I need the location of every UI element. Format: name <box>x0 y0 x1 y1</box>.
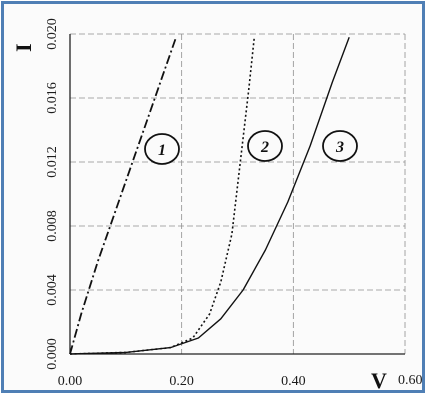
grid <box>70 33 406 354</box>
y-tick-label: 0.004 <box>45 274 60 306</box>
curve-1-label: 1 <box>158 142 166 159</box>
curve-2-label: 2 <box>260 139 269 156</box>
y-tick-label: 0.000 <box>45 338 60 370</box>
y-axis-label: I <box>11 43 36 52</box>
series-3-line <box>69 36 350 355</box>
axes <box>69 34 405 355</box>
y-tick-label: 0.016 <box>45 82 60 114</box>
curve-labels: 1 2 3 <box>144 130 358 165</box>
x-axis-label: V <box>371 368 387 393</box>
y-tick-label: 0.008 <box>45 210 60 242</box>
series-2-line <box>69 37 256 355</box>
y-tick-label: 0.012 <box>45 146 60 178</box>
y-tick-label: 0.020 <box>45 18 60 50</box>
curve-2-circle <box>247 130 283 162</box>
series-1-line <box>69 36 177 355</box>
tick-labels: 0.000 0.004 0.008 0.012 0.016 0.020 0.00 0.20 0.… <box>45 18 423 389</box>
curves <box>69 36 350 355</box>
x-tick-label: 0.00 <box>58 374 83 389</box>
x-tick-label: 0.60 <box>398 373 423 388</box>
curve-3-circle <box>322 130 358 162</box>
x-tick-label: 0.20 <box>169 374 194 389</box>
curve-1-circle <box>144 133 180 165</box>
curve-3-label: 3 <box>335 139 344 156</box>
x-tick-label: 0.40 <box>281 374 306 389</box>
